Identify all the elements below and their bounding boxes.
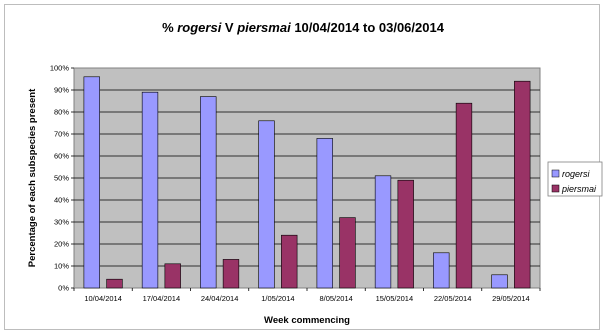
y-tick-label: 90%: [54, 86, 69, 95]
bar-piersmai-1: [164, 263, 181, 289]
bars: [83, 76, 531, 289]
x-tick-label: 1/05/2014: [261, 294, 294, 303]
legend: rogersi piersmai: [547, 161, 603, 197]
x-tick-label: 10/04/2014: [84, 294, 122, 303]
chart-title-part: 10/04/2014 to 03/06/2014: [291, 20, 445, 35]
bar-piersmai-4: [339, 217, 356, 289]
legend-swatch-rogersi: [551, 169, 560, 178]
bar-piersmai-3: [281, 234, 298, 289]
x-tick-label: 15/05/2014: [376, 294, 414, 303]
y-tick-label: 30%: [54, 218, 69, 227]
y-tick-label: 80%: [54, 108, 69, 117]
chart-title-part: V: [221, 20, 237, 35]
chart-title-part: %: [162, 20, 177, 35]
x-axis-ticks: 10/04/2014 17/04/2014 24/04/2014 1/05/2014 8…: [73, 288, 541, 303]
bar-rogersi-4: [316, 138, 333, 289]
y-axis-label: Percentage of each subspecies present: [27, 88, 38, 267]
x-tick-label: 22/05/2014: [434, 294, 472, 303]
x-tick-label: 24/04/2014: [201, 294, 239, 303]
chart-title-part: piersmai: [236, 20, 291, 35]
bar-piersmai-2: [222, 259, 240, 289]
y-tick-label: 10%: [54, 262, 69, 271]
y-tick-label: 40%: [54, 196, 69, 205]
y-tick-label: 0%: [58, 284, 69, 293]
legend-swatch-piersmai: [551, 184, 560, 193]
chart-title-part: rogersi: [177, 20, 221, 35]
y-tick-label: 70%: [54, 130, 69, 139]
y-tick-label: 20%: [54, 240, 69, 249]
legend-label-rogersi: rogersi: [562, 169, 591, 179]
bar-piersmai-7: [514, 80, 531, 289]
bar-rogersi-1: [141, 91, 159, 289]
bar-rogersi-6: [433, 252, 450, 289]
bar-piersmai-5: [397, 179, 414, 289]
bar-piersmai-6: [455, 102, 473, 289]
x-tick-label: 17/04/2014: [143, 294, 181, 303]
bar-rogersi-2: [200, 96, 217, 289]
x-tick-label: 29/05/2014: [492, 294, 530, 303]
bar-rogersi-3: [258, 120, 275, 289]
bar-rogersi-0: [83, 76, 100, 289]
y-tick-label: 50%: [54, 174, 69, 183]
bar-rogersi-5: [374, 175, 392, 289]
chart-title: % rogersi V piersmai 10/04/2014 to 03/06…: [162, 20, 445, 35]
x-tick-label: 8/05/2014: [319, 294, 352, 303]
x-axis-label: Week commencing: [264, 315, 350, 326]
y-tick-label: 100%: [50, 64, 70, 73]
legend-label-piersmai: piersmai: [561, 184, 597, 194]
y-tick-label: 60%: [54, 152, 69, 161]
y-axis-ticks: 0% 10% 20% 30% 40% 50% 60% 70% 80% 90% 100%: [50, 64, 74, 293]
bar-rogersi-7: [491, 274, 508, 289]
bar-piersmai-0: [106, 278, 123, 289]
